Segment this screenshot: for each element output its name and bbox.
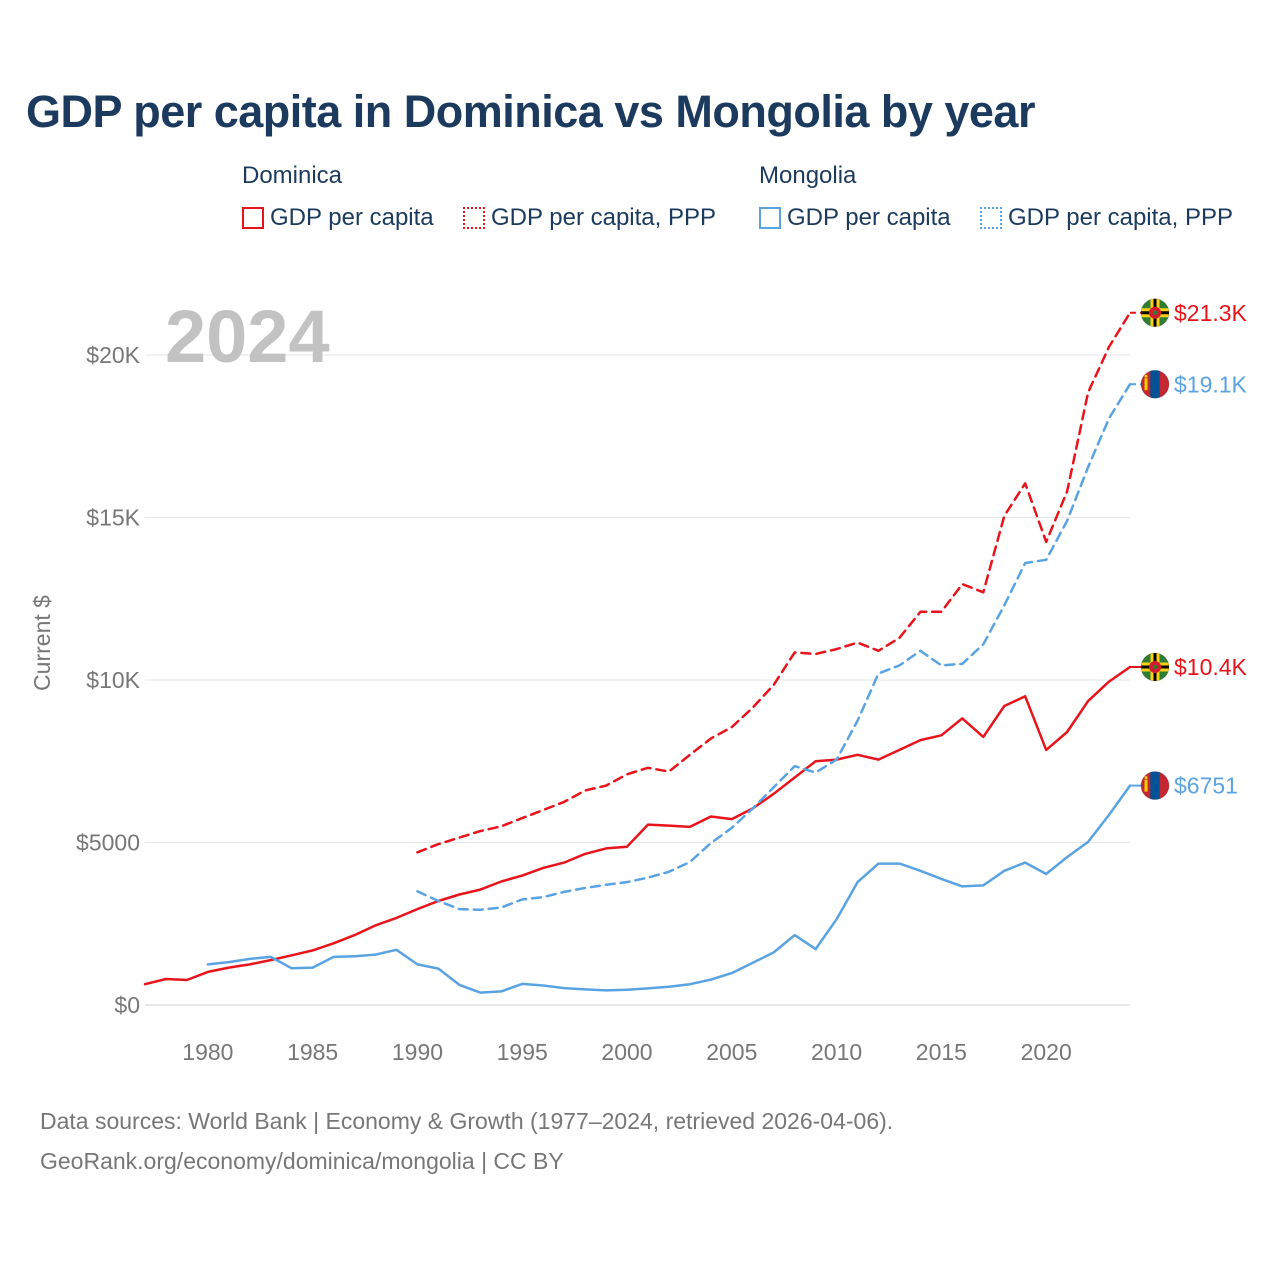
x-tick-label: 1980 [182, 1039, 233, 1065]
legend-dominica-title: Dominica [242, 162, 343, 189]
x-tick-label: 1995 [497, 1039, 548, 1065]
y-tick-label: $5000 [76, 830, 140, 856]
x-tick-label: 2010 [811, 1039, 862, 1065]
line-chart: $0 $5000 $10K $15K $20K 1980 1985 1990 1995 2000 2… [29, 295, 1248, 1065]
legend-swatch-solid-red [242, 207, 264, 229]
chart-title: GDP per capita in Dominica vs Mongolia b… [26, 86, 1035, 137]
x-tick-label: 2020 [1021, 1039, 1072, 1065]
x-tick-label: 1985 [287, 1039, 338, 1065]
x-tick-label: 2000 [601, 1039, 652, 1065]
legend-mongolia-title: Mongolia [759, 162, 857, 189]
year-watermark: 2024 [165, 295, 330, 378]
mongolia-gdp-per-capita-line [206, 784, 1132, 994]
legend-mongolia-gdp-ppp[interactable]: GDP per capita, PPP [980, 204, 1233, 232]
mongolia-flag-icon [1140, 369, 1170, 399]
legend-label: GDP per capita, PPP [491, 204, 716, 231]
legend-mongolia-gdp[interactable]: GDP per capita [759, 204, 951, 232]
x-tick-label: 1990 [392, 1039, 443, 1065]
y-axis-label: Current $ [29, 595, 55, 691]
footer-credit: GeoRank.org/economy/dominica/mongolia | … [40, 1148, 564, 1174]
dominica-gdp-per-capita-ppp-line [416, 311, 1132, 854]
legend-dominica-gdp[interactable]: GDP per capita [242, 204, 434, 232]
end-value-label: $19.1K [1174, 371, 1248, 397]
legend-swatch-dotted-red [463, 207, 485, 229]
x-tick-label: 2005 [706, 1039, 757, 1065]
legend-label: GDP per capita [787, 204, 951, 231]
dominica-flag-icon [1140, 652, 1170, 682]
legend-swatch-solid-blue [759, 207, 781, 229]
legend-label: GDP per capita [270, 204, 434, 231]
mongolia-flag-icon [1140, 771, 1170, 801]
dominica-gdp-per-capita-line [143, 665, 1132, 986]
footer-source: Data sources: World Bank | Economy & Gro… [40, 1108, 894, 1134]
end-value-label: $10.4K [1174, 654, 1248, 680]
legend-swatch-dotted-blue [980, 207, 1002, 229]
mongolia-gdp-per-capita-ppp-line [416, 383, 1132, 912]
dominica-flag-icon [1140, 298, 1170, 328]
legend-label: GDP per capita, PPP [1008, 204, 1233, 231]
x-tick-label: 2015 [916, 1039, 967, 1065]
y-tick-label: $15K [86, 505, 140, 531]
end-value-label: $6751 [1174, 773, 1238, 799]
legend-dominica-gdp-ppp[interactable]: GDP per capita, PPP [463, 204, 716, 232]
y-tick-label: $0 [114, 992, 140, 1018]
y-tick-label: $20K [86, 342, 140, 368]
end-value-label: $21.3K [1174, 300, 1248, 326]
y-tick-label: $10K [86, 667, 140, 693]
